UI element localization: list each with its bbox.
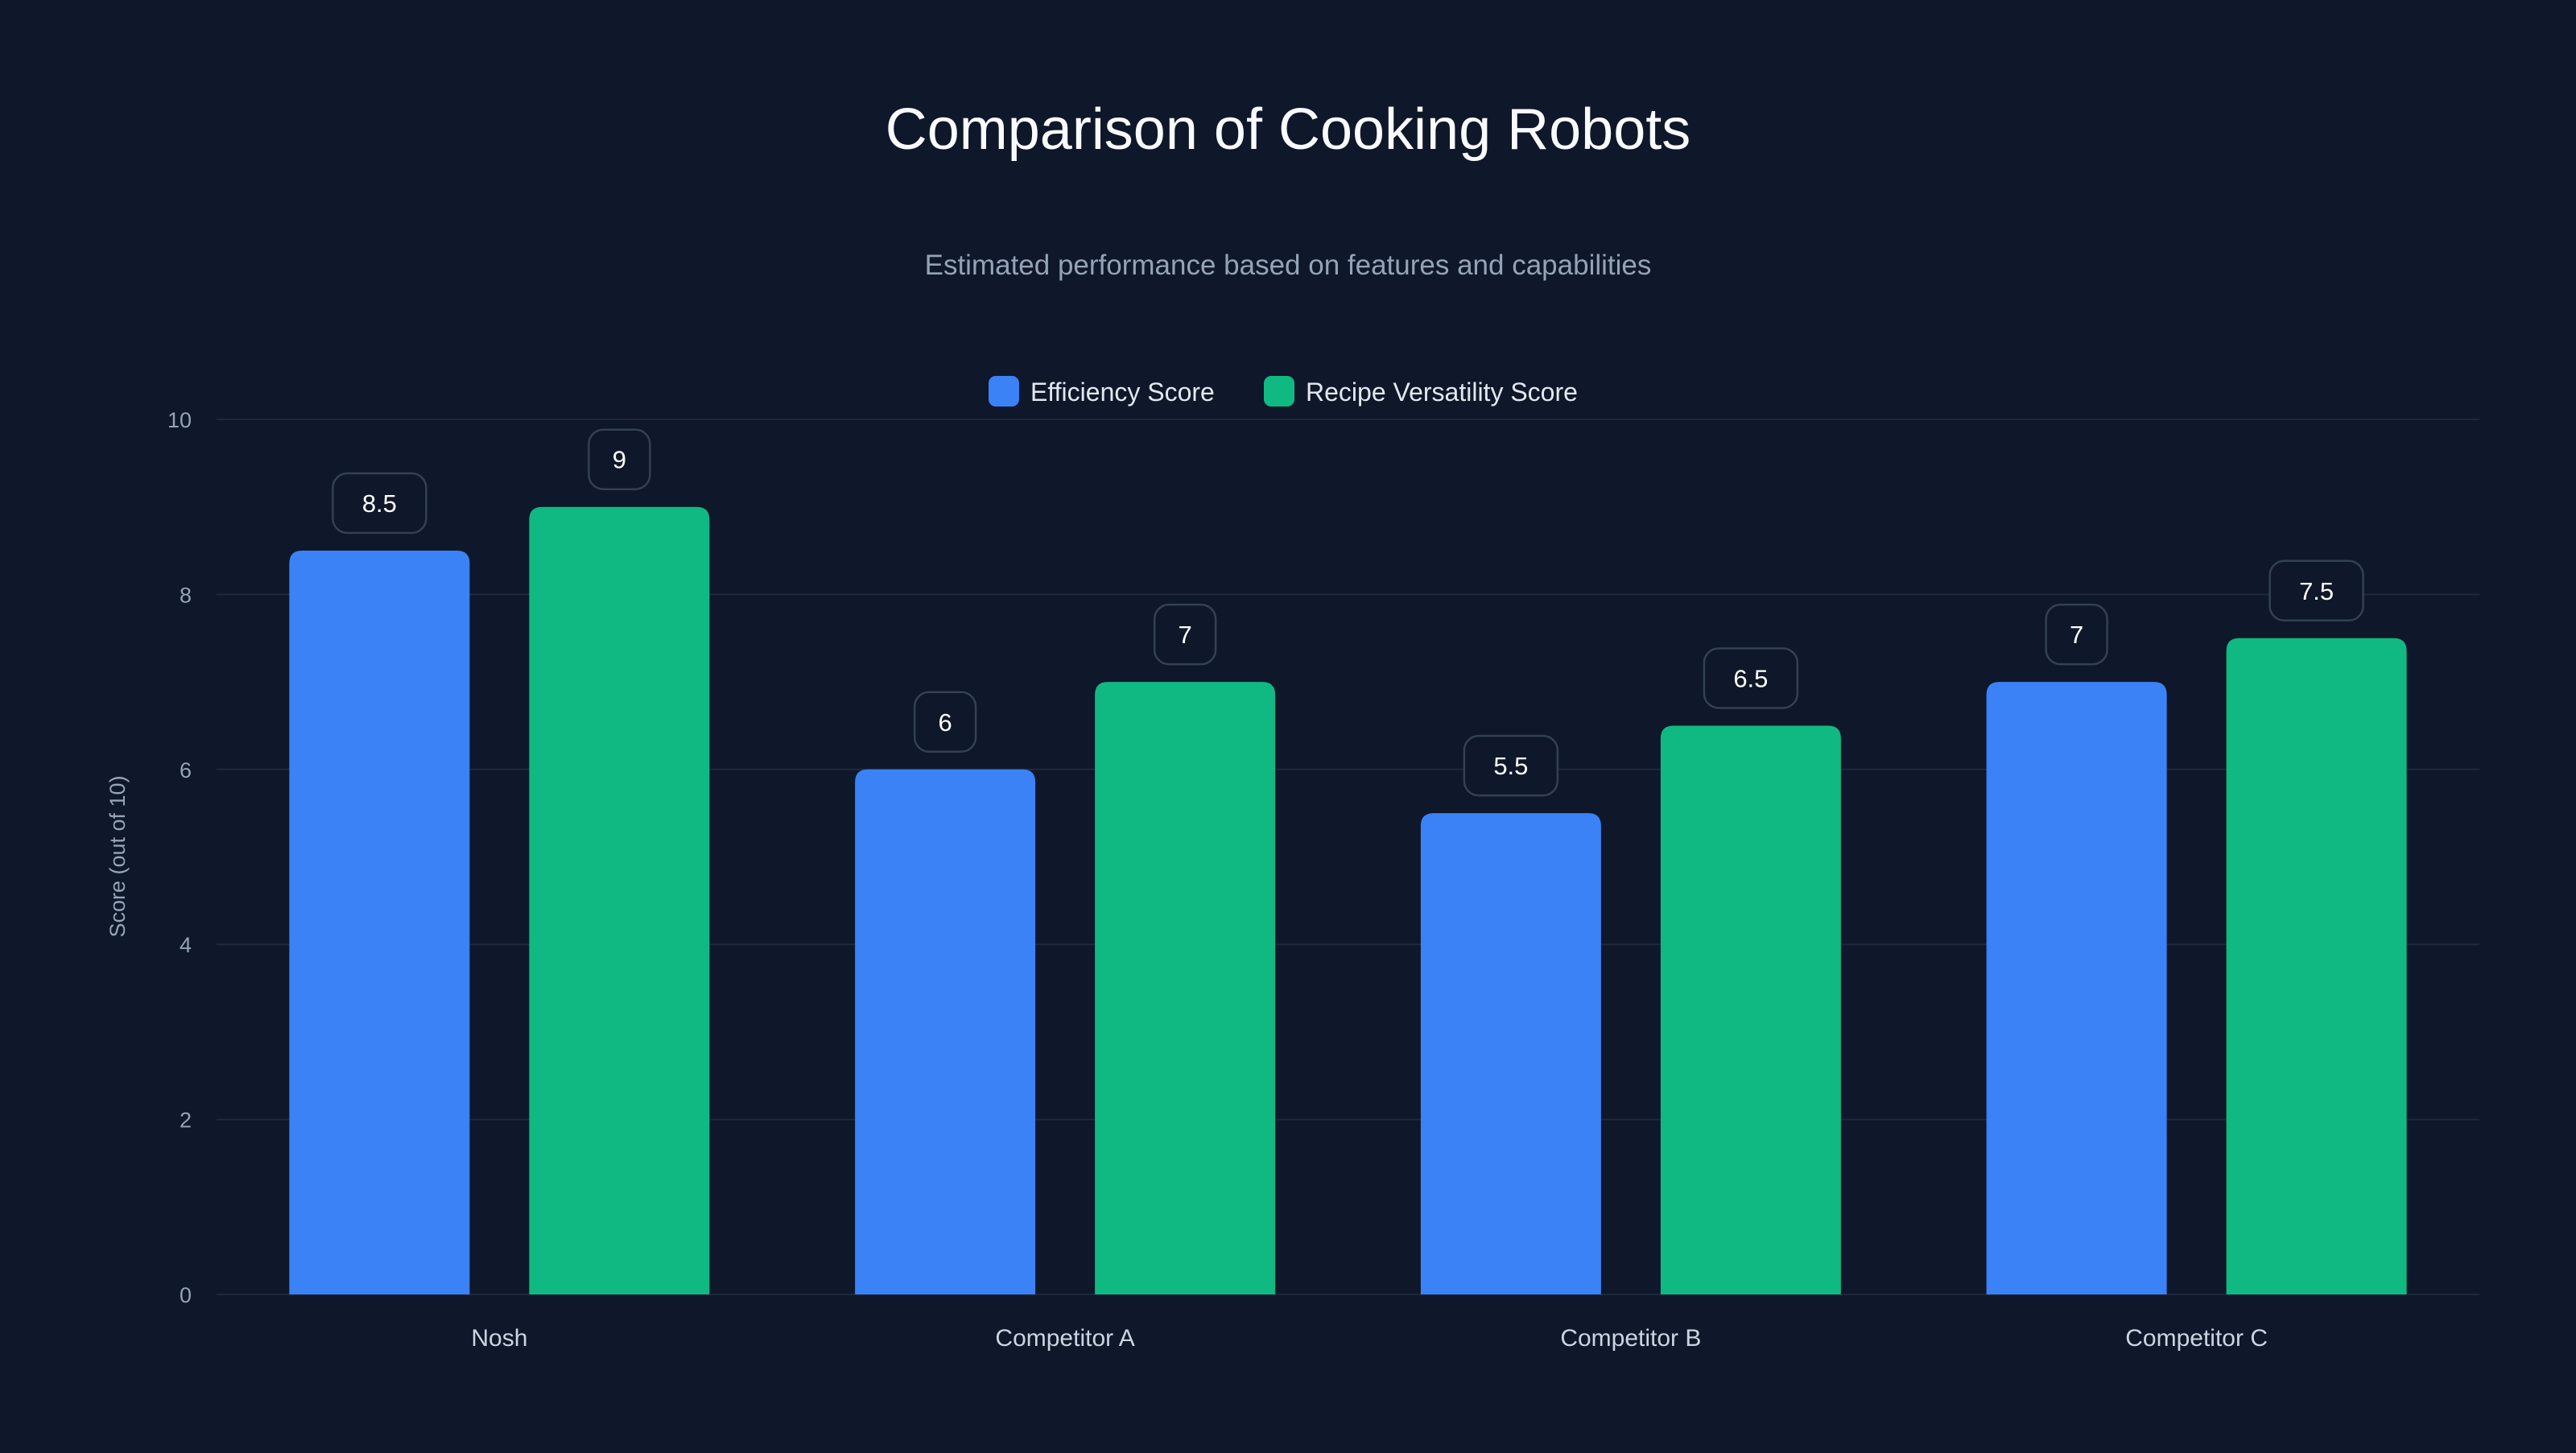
data-label-box (588, 428, 651, 490)
x-axis-labels: Nosh Competitor A Competitor B Competitor C (471, 1325, 2268, 1352)
bar (1420, 813, 1601, 1294)
legend-item[interactable]: Recipe Versatility Score (1264, 376, 1578, 407)
legend-item[interactable]: Efficiency Score (989, 376, 1215, 407)
data-label: 5.5 (1493, 752, 1528, 780)
data-label: 7.5 (2299, 577, 2334, 605)
y-tick-label: 4 (180, 933, 192, 957)
legend-swatch (989, 376, 1019, 407)
legend-label: Recipe Versatility Score (1306, 378, 1578, 407)
bar (1660, 725, 1841, 1294)
data-label-box (2268, 559, 2364, 621)
chart-subtitle: Estimated performance based on features … (925, 250, 1652, 281)
y-tick-label: 10 (167, 408, 192, 432)
legend: Efficiency Score Recipe Versatility Score (989, 376, 1578, 407)
bar (529, 506, 710, 1294)
bars: 8.5 9 6 7 5.5 6.5 7 7.5 (289, 428, 2407, 1294)
data-label: 7 (2070, 621, 2083, 649)
y-tick-label: 8 (180, 583, 192, 607)
data-label: 6.5 (1733, 664, 1768, 692)
bar (855, 769, 1036, 1294)
y-axis-label: Score (out of 10) (105, 775, 130, 937)
x-tick-label: Competitor C (2125, 1325, 2268, 1352)
bar (1095, 682, 1276, 1294)
data-label: 6 (939, 708, 952, 737)
bar (1986, 682, 2167, 1294)
x-tick-label: Competitor B (1560, 1325, 1701, 1352)
data-label-box (1463, 734, 1559, 797)
y-tick-label: 6 (180, 758, 192, 782)
data-label-box (332, 472, 427, 535)
bar (289, 551, 470, 1294)
data-label: 9 (613, 446, 626, 474)
y-tick-label: 2 (180, 1108, 192, 1133)
data-label: 8.5 (362, 489, 397, 518)
data-label-box (1153, 603, 1217, 666)
chart-title: Comparison of Cooking Robots (886, 97, 1691, 162)
x-tick-label: Competitor A (995, 1325, 1134, 1352)
y-tick-label: 0 (180, 1283, 192, 1307)
data-label-box (913, 691, 977, 753)
bar (2226, 638, 2407, 1294)
data-label-box (2045, 603, 2108, 666)
legend-swatch (1264, 376, 1294, 407)
data-label: 7 (1179, 621, 1192, 649)
legend-label: Efficiency Score (1030, 378, 1215, 407)
data-label-box (1703, 647, 1799, 709)
x-tick-label: Nosh (471, 1325, 527, 1352)
